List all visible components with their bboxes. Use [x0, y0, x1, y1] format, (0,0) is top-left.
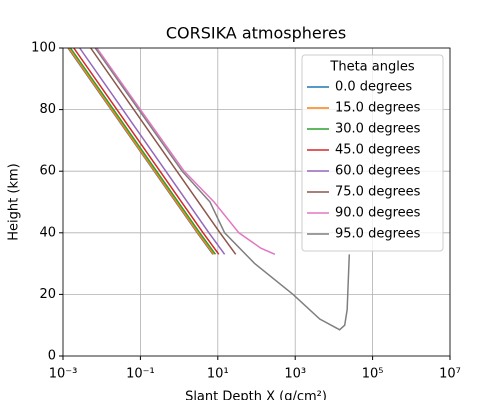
y-tick-label: 100	[31, 41, 56, 56]
legend-label: 45.0 degrees	[335, 143, 421, 158]
series-line	[73, 47, 220, 255]
chart-title: CORSIKA atmospheres	[166, 24, 346, 43]
series-line	[69, 47, 217, 255]
series-line	[94, 47, 351, 331]
y-tick-label: 40	[39, 225, 56, 240]
y-tick-label: 0	[48, 349, 56, 364]
x-tick-label: 10³	[284, 367, 306, 382]
x-tick-label: 10⁵	[362, 367, 384, 382]
y-axis-label: Height (km)	[7, 163, 22, 240]
series-line	[90, 47, 237, 255]
legend-label: 60.0 degrees	[335, 164, 421, 179]
x-tick-label: 10⁷	[439, 367, 461, 382]
x-tick-label: 10¹	[207, 367, 229, 382]
legend-label: 90.0 degrees	[335, 206, 421, 221]
x-tick-label: 10⁻¹	[126, 367, 155, 382]
y-tick-label: 20	[39, 287, 56, 302]
series-line	[68, 47, 215, 255]
legend-box	[301, 54, 444, 252]
y-tick-label: 80	[39, 102, 56, 117]
y-tick-label: 60	[39, 164, 56, 179]
x-tick-label: 10⁻³	[49, 367, 78, 382]
plot-frame	[62, 47, 451, 357]
legend-label: 75.0 degrees	[335, 185, 421, 200]
series-line	[79, 47, 226, 255]
series-line	[96, 47, 276, 256]
legend-title: Theta angles	[329, 60, 414, 75]
x-axis-label: Slant Depth X (g/cm²)	[185, 390, 327, 400]
legend-label: 30.0 degrees	[335, 122, 421, 137]
legend-label: 15.0 degrees	[335, 101, 421, 116]
legend-label: 0.0 degrees	[335, 80, 412, 95]
legend-label: 95.0 degrees	[335, 227, 421, 242]
